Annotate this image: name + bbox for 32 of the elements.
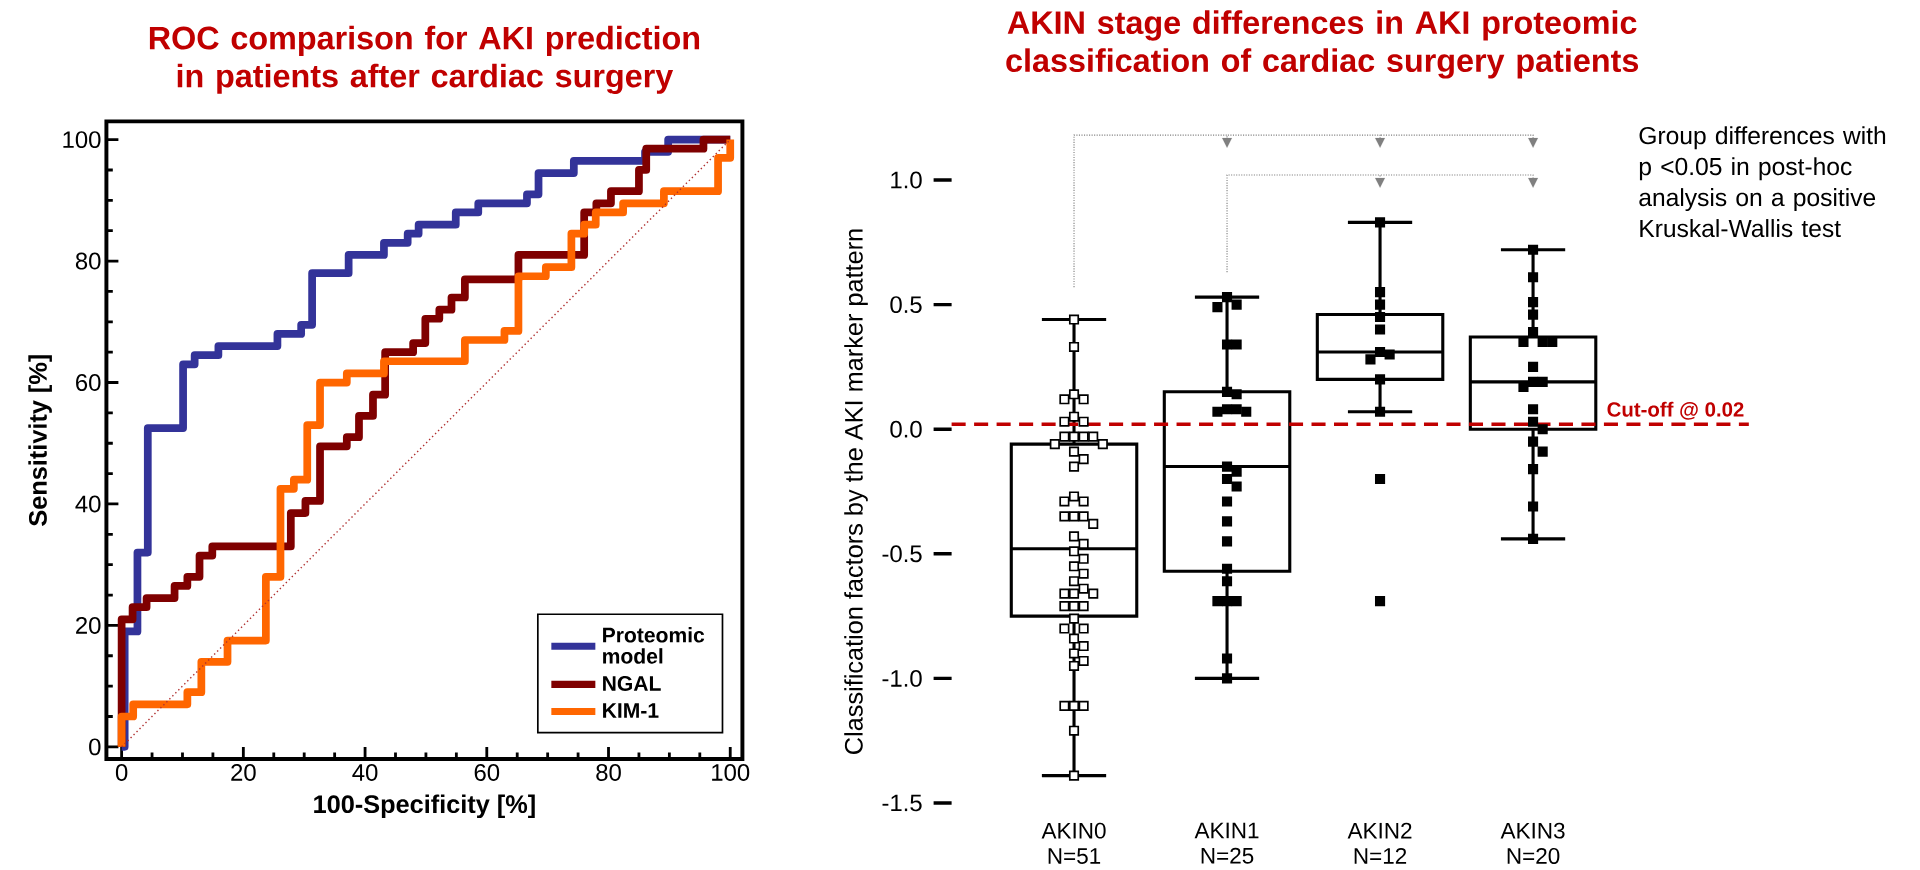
text: Group differences with p <0.05 in post-hoc analysis on a positive Kruskal-Wallis test [1639,126,1886,238]
y-tick-label: -0.5 [882,545,922,563]
x-tick-label: AKIN0 N=51 [1041,822,1106,864]
y-axis-title: Classification factors by the AKI marker pattern [844,229,868,754]
y-tick-label: 0.0 [890,420,922,438]
chart-title: AKIN stage differences in AKI proteomic classification of cardiac surgery patients [1006,10,1639,79]
x-tick-label: AKIN1 N=25 [1194,822,1259,864]
chart-title: ROC comparison for AKI prediction in patients after cardiac surgery [149,25,700,94]
y-tick-label: 20 [76,616,101,634]
y-tick-label: 0.5 [890,296,922,314]
x-tick-label: 0 [115,763,128,781]
legend-label: NGAL [603,675,661,691]
y-tick-label: 0 [89,738,101,756]
x-tick-label: 40 [352,763,378,781]
y-tick-label: -1.0 [882,669,922,687]
y-tick-label: 80 [75,252,101,270]
ref-line-label: Cut-off @ 0.02 [1607,401,1744,420]
y-axis-title: Sensitivity [%] [28,355,52,526]
x-tick-label: 60 [474,763,500,781]
x-tick-label: 100 [712,763,750,781]
x-axis-title: 100-Specificity [%] [314,794,535,819]
y-tick-label: 40 [75,495,101,513]
y-tick-label: 60 [76,374,101,391]
y-tick-label: 100 [63,131,101,149]
x-tick-label: AKIN3 N=20 [1500,822,1565,864]
x-tick-label: AKIN2 N=12 [1347,822,1412,864]
y-tick-label: 1.0 [891,171,922,189]
y-tick-label: -1.5 [882,794,922,812]
legend-label: Proteomic model [603,627,705,664]
x-tick-label: 80 [596,763,621,781]
legend-label: KIM-1 [603,703,659,718]
x-tick-label: 20 [231,763,256,781]
